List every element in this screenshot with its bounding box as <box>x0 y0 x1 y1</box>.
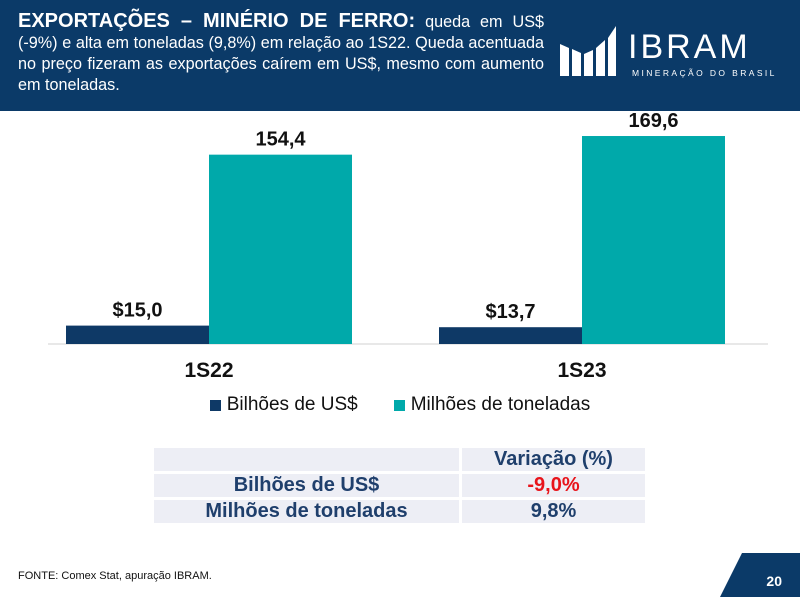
legend-item-ton: Milhões de toneladas <box>393 394 591 416</box>
variation-row-ton: Milhões de toneladas 9,8% <box>154 500 645 523</box>
category-label-1s23: 1S23 <box>557 359 606 382</box>
bar-usd-1s23 <box>439 327 582 344</box>
bar-ton-1s23 <box>582 136 725 344</box>
data-label-usd-1s23: $13,7 <box>485 301 535 323</box>
legend-swatch-ton <box>393 399 405 411</box>
ibram-logo-icon <box>560 26 616 76</box>
header-description: queda em US$ (-9%) e alta em toneladas (… <box>18 13 544 94</box>
variation-table: Variação (%) Bilhões de US$ -9,0% Milhõe… <box>154 445 645 526</box>
chart-legend: Bilhões de US$ Milhões de toneladas <box>0 394 800 416</box>
variation-label-ton: Milhões de toneladas <box>154 500 459 523</box>
data-label-usd-1s22: $15,0 <box>112 300 162 322</box>
legend-item-usd: Bilhões de US$ <box>209 394 358 416</box>
page-corner-shape <box>720 553 800 597</box>
source-note: FONTE: Comex Stat, apuração IBRAM. <box>18 570 212 582</box>
variation-row-usd: Bilhões de US$ -9,0% <box>154 474 645 497</box>
data-label-ton-1s23: 169,6 <box>628 111 678 132</box>
logo-subtitle: MINERAÇÃO DO BRASIL <box>632 68 777 78</box>
page-number: 20 <box>766 573 782 589</box>
legend-label-usd: Bilhões de US$ <box>226 394 358 415</box>
header-text: EXPORTAÇÕES – MINÉRIO DE FERRO: queda em… <box>18 11 544 96</box>
header-banner: EXPORTAÇÕES – MINÉRIO DE FERRO: queda em… <box>0 0 800 111</box>
legend-swatch-usd <box>209 399 221 411</box>
variation-value-usd: -9,0% <box>459 474 645 497</box>
category-label-1s22: 1S22 <box>184 359 233 382</box>
variation-header-row: Variação (%) <box>154 448 645 471</box>
variation-header: Variação (%) <box>459 448 645 471</box>
bar-usd-1s22 <box>66 325 209 344</box>
bar-ton-1s22 <box>209 154 352 344</box>
variation-label-usd: Bilhões de US$ <box>154 474 459 497</box>
data-label-ton-1s22: 154,4 <box>255 129 306 151</box>
variation-header-blank <box>154 448 459 471</box>
legend-label-ton: Milhões de toneladas <box>410 394 591 415</box>
logo-wordmark: IBRAM <box>628 28 751 66</box>
header-title: EXPORTAÇÕES – MINÉRIO DE FERRO: <box>18 10 416 32</box>
variation-value-ton: 9,8% <box>459 500 645 523</box>
bar-chart: $15,0 154,4 1S22 $13,7 169,6 1S23 <box>48 111 768 382</box>
